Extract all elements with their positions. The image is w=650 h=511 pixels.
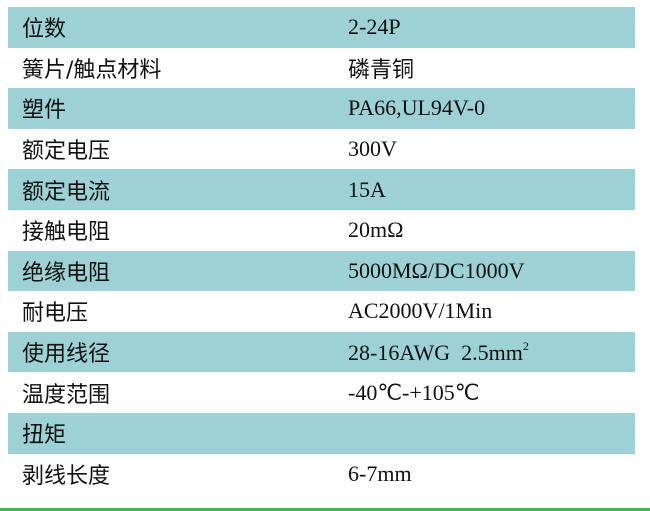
spec-value: 28-16AWG 2.5mm2 [348, 339, 529, 366]
table-row: 剥线长度 6-7mm [8, 454, 635, 495]
bottom-divider [0, 508, 650, 511]
spec-label: 扭矩 [22, 423, 67, 449]
spec-value: 磷青铜 [348, 52, 414, 84]
spec-label: 温度范围 [22, 382, 111, 408]
table-row: 额定电压 300V [8, 129, 635, 170]
spec-label: 剥线长度 [22, 463, 111, 489]
table-row: 簧片/触点材料 磷青铜 [8, 48, 635, 89]
table-row: 位数 2-24P [8, 7, 635, 48]
spec-value-text: 磷青铜 [348, 56, 415, 82]
spec-value: 15A [348, 177, 386, 203]
table-row: 使用线径 28-16AWG 2.5mm2 [8, 331, 635, 373]
spec-value: 5000MΩ/DC1000V [348, 258, 524, 284]
spec-value-text: 15A [348, 176, 386, 202]
spec-label: 耐电压 [22, 301, 89, 327]
superscript: 2 [522, 338, 529, 353]
table-row: 耐电压 AC2000V/1Min [8, 291, 635, 332]
table-row: 绝缘电阻 5000MΩ/DC1000V [8, 250, 635, 292]
spec-table: 位数 2-24P 簧片/触点材料 磷青铜 塑件 PA66,UL94V-0 额定电压 300V 额… [8, 7, 635, 494]
spec-value-text: PA66,UL94V-0 [348, 95, 486, 121]
spec-value: -40℃-+105℃ [348, 380, 479, 406]
spec-label: 额定电压 [22, 139, 111, 165]
table-row: 接触电阻 20mΩ [8, 210, 635, 251]
spec-value-text: 6-7mm [348, 460, 412, 486]
spec-label: 接触电阻 [22, 220, 111, 246]
spec-label: 额定电流 [22, 179, 111, 205]
spec-label: 簧片/触点材料 [22, 57, 162, 83]
spec-label: 位数 [22, 17, 67, 43]
spec-value: 6-7mm [348, 461, 412, 487]
spec-label: 使用线径 [22, 342, 111, 368]
spec-value-text: AC2000V/1Min [348, 298, 493, 324]
table-row: 额定电流 15A [8, 169, 635, 210]
spec-value-text: 5000MΩ/DC1000V [348, 257, 525, 283]
spec-label: 绝缘电阻 [22, 260, 111, 286]
spec-value-text: 28-16AWG 2.5mm [348, 339, 523, 365]
spec-value: 300V [348, 136, 397, 162]
table-row: 温度范围 -40℃-+105℃ [8, 372, 635, 413]
table-row: 扭矩 [8, 412, 635, 454]
table-row: 塑件 PA66,UL94V-0 [8, 88, 635, 129]
spec-value-text: 20mΩ [348, 217, 404, 243]
spec-value-text: 300V [348, 136, 397, 162]
spec-value-text: -40℃-+105℃ [348, 379, 480, 405]
spec-value: AC2000V/1Min [348, 298, 492, 324]
spec-value: 20mΩ [348, 217, 403, 243]
spec-value: 2-24P [348, 14, 401, 40]
spec-value-text: 2-24P [348, 14, 401, 40]
spec-value: PA66,UL94V-0 [348, 95, 485, 121]
spec-label: 塑件 [22, 98, 67, 124]
